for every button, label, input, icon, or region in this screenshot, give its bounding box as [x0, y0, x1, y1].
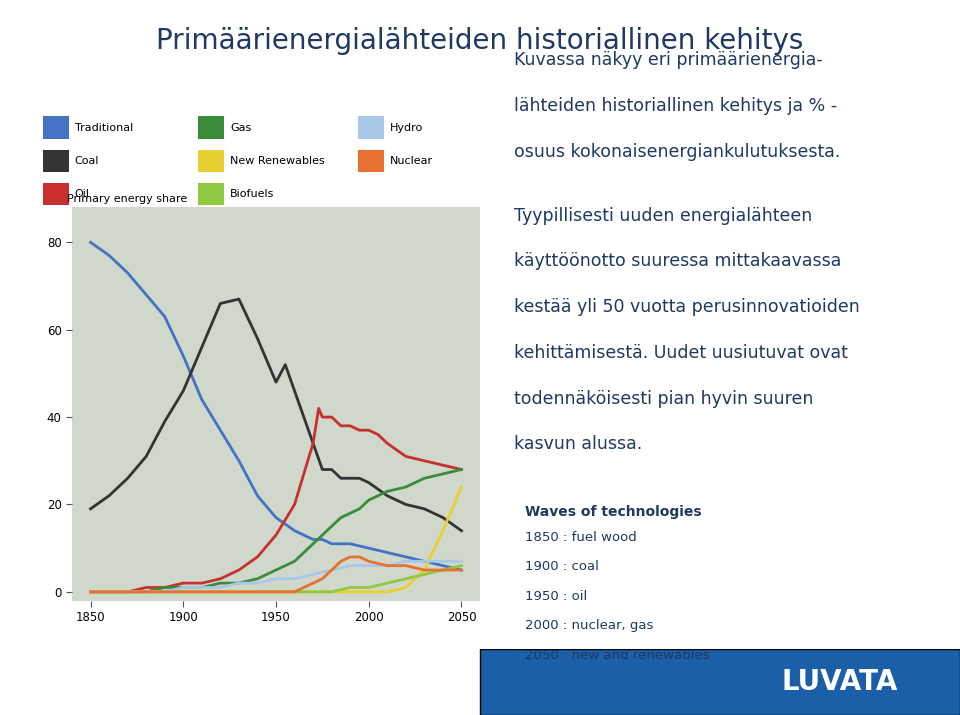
Text: Aurinkoenergian trendeistä: Aurinkoenergian trendeistä: [159, 675, 375, 689]
Text: Tyypillisesti uuden energialähteen: Tyypillisesti uuden energialähteen: [514, 207, 812, 225]
Text: Kuvassa näkyy eri primäärienergia-: Kuvassa näkyy eri primäärienergia-: [514, 51, 823, 69]
Bar: [358, 149, 384, 172]
Text: Hydro: Hydro: [390, 122, 423, 132]
Text: Waves of technologies: Waves of technologies: [525, 505, 702, 519]
Text: 1900 : coal: 1900 : coal: [525, 560, 599, 573]
Bar: [42, 117, 68, 139]
Text: 5 | Petri Konttinen: 5 | Petri Konttinen: [21, 675, 150, 689]
Text: kehittämisestä. Uudet uusiutuvat ovat: kehittämisestä. Uudet uusiutuvat ovat: [514, 344, 848, 362]
Text: käyttöönotto suuressa mittakaavassa: käyttöönotto suuressa mittakaavassa: [514, 252, 841, 270]
Bar: [198, 117, 224, 139]
Text: kasvun alussa.: kasvun alussa.: [514, 435, 642, 453]
Text: lähteiden historiallinen kehitys ja % -: lähteiden historiallinen kehitys ja % -: [514, 97, 837, 115]
Text: Nuclear: Nuclear: [390, 156, 433, 166]
Text: 1950 : oil: 1950 : oil: [525, 590, 588, 603]
Text: Traditional: Traditional: [75, 122, 132, 132]
Text: kestää yli 50 vuotta perusinnovatioiden: kestää yli 50 vuotta perusinnovatioiden: [514, 298, 859, 316]
Text: New Renewables: New Renewables: [230, 156, 324, 166]
Text: Oil: Oil: [75, 189, 89, 199]
Text: Primäärienergialähteiden historiallinen kehitys: Primäärienergialähteiden historiallinen …: [156, 27, 804, 55]
Text: Gas: Gas: [230, 122, 252, 132]
FancyBboxPatch shape: [480, 649, 960, 715]
Bar: [42, 183, 68, 205]
Text: 2000 : nuclear, gas: 2000 : nuclear, gas: [525, 619, 654, 632]
Text: 1850 : fuel wood: 1850 : fuel wood: [525, 531, 637, 543]
Text: Primary energy share: Primary energy share: [67, 194, 187, 204]
Text: LUVATA: LUVATA: [781, 668, 899, 696]
Text: Biofuels: Biofuels: [230, 189, 275, 199]
Text: osuus kokonaisenergiankulutuksesta.: osuus kokonaisenergiankulutuksesta.: [514, 143, 840, 161]
Bar: [42, 149, 68, 172]
Text: Coal: Coal: [75, 156, 99, 166]
Text: Dynamics as Usual: Dynamics as Usual: [34, 83, 165, 97]
Text: 2050 : new and renewables: 2050 : new and renewables: [525, 649, 709, 661]
Text: Energy Transitions: Energy Transitions: [34, 53, 193, 68]
Bar: [198, 149, 224, 172]
Text: todennäköisesti pian hyvin suuren: todennäköisesti pian hyvin suuren: [514, 390, 813, 408]
Bar: [358, 117, 384, 139]
Bar: [198, 183, 224, 205]
